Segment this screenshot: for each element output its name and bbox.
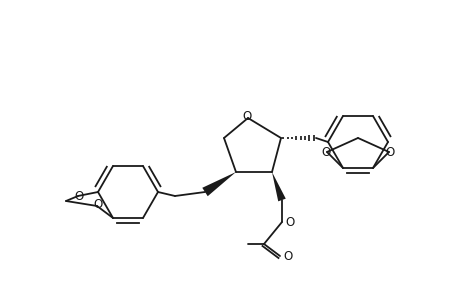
Text: O: O	[321, 146, 330, 160]
Polygon shape	[271, 172, 285, 201]
Text: O: O	[74, 190, 84, 203]
Text: O: O	[93, 199, 102, 212]
Text: O: O	[242, 110, 251, 124]
Text: O: O	[285, 215, 294, 229]
Text: O: O	[385, 146, 394, 160]
Polygon shape	[202, 172, 235, 196]
Text: O: O	[283, 250, 292, 262]
